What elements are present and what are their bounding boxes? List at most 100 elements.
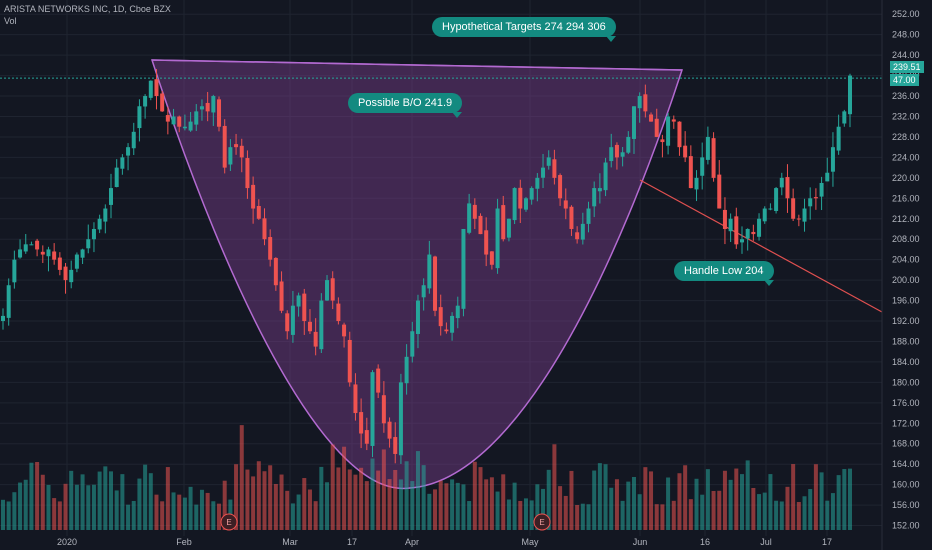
candle-body [80, 249, 85, 258]
candle-body [688, 156, 693, 189]
volume-bar [18, 482, 23, 530]
volume-bar [779, 501, 784, 530]
y-tick-label: 236.00 [892, 91, 920, 101]
candle-body [512, 188, 517, 221]
volume-bar [768, 474, 773, 530]
x-tick-label: Feb [176, 537, 192, 547]
volume-bar [666, 477, 671, 530]
earnings-marker-icon[interactable] [533, 513, 551, 531]
volume-bar [1, 499, 5, 530]
volume-bar [762, 492, 767, 530]
volume-bar [421, 465, 426, 530]
candle-body [433, 256, 438, 311]
candle-body [728, 218, 733, 232]
candle-body [154, 79, 159, 97]
candle-body [234, 144, 239, 148]
candle-body [819, 182, 824, 197]
candle-body [6, 285, 11, 318]
volume-bar [523, 498, 528, 530]
volume-bar [609, 487, 614, 530]
last-price-tag: 239.51 [890, 61, 924, 73]
volume-bar [495, 491, 500, 530]
candle-body [467, 203, 472, 233]
volume-bar [620, 500, 625, 530]
candle-body [637, 96, 642, 109]
volume-bar [35, 461, 40, 530]
volume-bar [313, 501, 318, 530]
handle-low-annotation[interactable]: Handle Low 204 [674, 261, 774, 286]
candle-body [785, 177, 790, 199]
candle-body [609, 147, 614, 162]
volume-bar [643, 467, 648, 530]
x-tick-label: Jun [633, 537, 648, 547]
volume-bar [376, 470, 381, 530]
volume-bar [302, 478, 307, 530]
volume-bar [757, 494, 762, 530]
volume-bar [234, 464, 239, 530]
candle-body [114, 167, 119, 187]
candlesticks [1, 69, 852, 464]
volume-bar [751, 487, 756, 530]
volume-bar [774, 500, 779, 530]
candle-body [290, 305, 295, 335]
volume-bar [273, 483, 278, 530]
volume-bar [217, 503, 222, 530]
y-tick-label: 156.00 [892, 500, 920, 510]
volume-bar [683, 465, 688, 530]
volume-bar [40, 474, 45, 530]
volume-bar [222, 480, 227, 530]
y-tick-label: 184.00 [892, 357, 920, 367]
candle-body [495, 208, 500, 269]
candle-body [552, 159, 557, 178]
candle-body [734, 216, 739, 245]
y-tick-label: 188.00 [892, 336, 920, 346]
volume-bar [199, 489, 204, 530]
volume-bar [785, 486, 790, 530]
volume-bar [546, 469, 551, 530]
candle-body [427, 254, 432, 289]
targets-annotation[interactable]: Hypothetical Targets 274 294 306 [432, 17, 616, 42]
volume-bar [188, 486, 193, 530]
candle-body [444, 329, 449, 332]
x-tick-label: Jul [760, 537, 772, 547]
candle-body [296, 295, 301, 307]
candle-body [586, 208, 591, 224]
x-tick-label: 16 [700, 537, 710, 547]
price-axis[interactable]: 152.00 156.00 160.00 164.00 168.00 172.00 176.… [881, 0, 920, 550]
volume-bar [330, 444, 335, 530]
volume-bar [728, 479, 733, 530]
candle-body [1, 315, 5, 322]
candle-body [575, 232, 580, 240]
volume-bar [518, 500, 523, 530]
volume-bar [717, 490, 722, 530]
volume-label: Vol [4, 16, 17, 26]
volume-bar [808, 489, 813, 530]
candle-body [563, 200, 568, 209]
volume-bar [410, 481, 415, 530]
candle-body [398, 382, 403, 456]
candle-body [501, 205, 506, 240]
breakout-annotation[interactable]: Possible B/O 241.9 [348, 93, 463, 118]
earnings-marker-label: E [226, 518, 231, 527]
candle-body [35, 240, 40, 250]
volume-bar [677, 473, 682, 530]
volume-bar [455, 482, 460, 530]
x-tick-label: 17 [347, 537, 357, 547]
candle-body [18, 249, 23, 258]
volume-bar [154, 494, 159, 530]
volume-bar [109, 471, 114, 530]
time-axis[interactable]: 2020 Feb Mar 17 Apr May Jun 16 Jul 17 [57, 537, 832, 547]
candle-body [631, 106, 636, 139]
volume-bar [592, 470, 597, 530]
candle-body [620, 152, 625, 157]
volume-bar [433, 489, 438, 530]
candle-body [171, 116, 176, 125]
volume-bar [813, 464, 818, 530]
volume-bar [450, 479, 455, 530]
candle-body [165, 115, 170, 122]
volume-bar [461, 484, 466, 530]
y-tick-label: 252.00 [892, 9, 920, 19]
earnings-marker-icon[interactable] [220, 513, 238, 531]
